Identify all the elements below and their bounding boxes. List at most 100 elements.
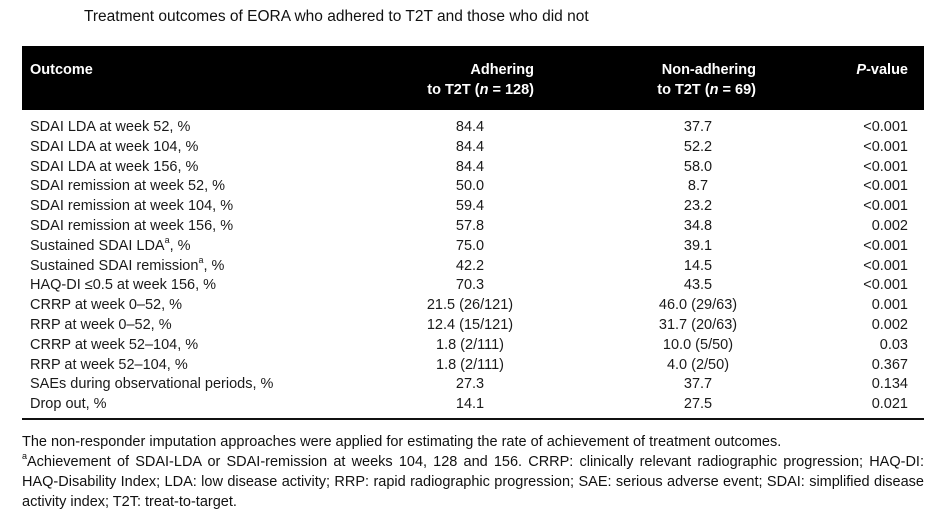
cell-nonadhering: 8.7 (687, 178, 709, 195)
cell-p-value: 0.021 (871, 396, 908, 413)
cell-p-value: 0.367 (871, 356, 908, 373)
cell-outcome: RRP at week 0–52, % (30, 316, 172, 336)
cell-nonadhering: 23.2 (683, 198, 713, 215)
table-row: Drop out, % 14.1 27.5 0.021 (22, 395, 924, 415)
table-row: SAEs during observational periods, % 27.3… (22, 375, 924, 395)
cell-p-value: <0.001 (863, 277, 908, 294)
cell-p-value: <0.001 (863, 237, 908, 254)
cell-adhering: 14.1 (455, 396, 485, 413)
header-adhering: Adhering to T2T (n = 128) (394, 60, 534, 100)
cell-p-value: <0.001 (863, 198, 908, 215)
cell-outcome: Drop out, % (30, 395, 107, 415)
table-body: SDAI LDA at week 52, % 84.4 37.7 <0.001 SDAI… (22, 118, 924, 415)
header-p-suffix: -value (866, 62, 908, 78)
cell-adhering: 1.8 (2/111) (436, 336, 504, 353)
table-bottom-rule (22, 418, 924, 420)
cell-p-value: 0.03 (879, 336, 908, 353)
cell-adhering: 84.4 (455, 158, 485, 175)
cell-nonadhering: 37.7 (683, 376, 713, 393)
cell-p-value: <0.001 (863, 138, 908, 155)
cell-nonadhering: 10.0 (5/50) (662, 336, 734, 353)
cell-nonadhering: 39.1 (683, 237, 713, 254)
cell-outcome: SDAI remission at week 156, % (30, 217, 233, 237)
footnote-line2: aAchievement of SDAI-LDA or SDAI-remissi… (22, 452, 924, 512)
cell-outcome: Sustained SDAI remissiona, % (30, 254, 225, 277)
cell-nonadhering: 46.0 (29/63) (658, 297, 738, 314)
outcome-text: CRRP at week 52–104, % (30, 336, 199, 353)
outcome-text: SDAI remission at week 52, % (30, 178, 226, 195)
cell-outcome: HAQ-DI ≤0.5 at week 156, % (30, 276, 216, 296)
table-row: SDAI remission at week 52, % 50.0 8.7 <0.00… (22, 177, 924, 197)
header-adhering-suffix: = 128) (488, 82, 534, 98)
outcome-text: RRP at week 52–104, % (30, 356, 188, 373)
outcome-text: Sustained SDAI remission (30, 257, 199, 274)
cell-outcome: SDAI remission at week 52, % (30, 177, 225, 197)
cell-nonadhering: 58.0 (683, 158, 713, 175)
cell-adhering: 70.3 (455, 277, 485, 294)
outcome-text: SDAI LDA at week 104, % (30, 138, 199, 155)
outcome-text: SDAI LDA at week 52, % (30, 119, 191, 135)
header-nonadhering-prefix: to T2T ( (657, 82, 710, 98)
table-row: SDAI remission at week 156, % 57.8 34.8 0.0… (22, 217, 924, 237)
cell-nonadhering: 37.7 (683, 119, 713, 135)
cell-nonadhering: 34.8 (683, 217, 713, 234)
table-row: RRP at week 0–52, % 12.4 (15/121) 31.7 (20… (22, 316, 924, 336)
cell-adhering: 59.4 (455, 198, 485, 215)
cell-p-value: 0.002 (871, 316, 908, 333)
header-adhering-prefix: to T2T ( (427, 82, 480, 98)
cell-outcome: SAEs during observational periods, % (30, 375, 273, 395)
cell-p-value: <0.001 (863, 178, 908, 195)
table-header: Outcome Adhering to T2T (n = 128) Non-ad… (22, 46, 924, 110)
outcome-text: HAQ-DI ≤0.5 at week 156, % (30, 277, 217, 294)
header-nonadhering: Non-adhering to T2T (n = 69) (614, 60, 756, 100)
table-row: RRP at week 52–104, % 1.8 (2/111) 4.0 (2/5… (22, 356, 924, 376)
cell-adhering: 75.0 (455, 237, 485, 254)
header-p-italic: P (856, 62, 867, 78)
cell-outcome: CRRP at week 0–52, % (30, 296, 182, 316)
header-nonadhering-line1: Non-adhering (661, 62, 756, 78)
header-nonadhering-n: n (709, 82, 719, 98)
outcome-tail: , % (203, 257, 225, 274)
header-nonadhering-suffix: = 69) (718, 82, 756, 98)
cell-nonadhering: 27.5 (683, 396, 713, 413)
outcome-text: Drop out, % (30, 396, 107, 413)
cell-adhering: 27.3 (455, 376, 485, 393)
cell-nonadhering: 43.5 (683, 277, 713, 294)
cell-nonadhering: 31.7 (20/63) (658, 316, 738, 333)
outcome-text: SAEs during observational periods, % (30, 376, 274, 393)
cell-outcome: SDAI LDA at week 52, % (30, 118, 190, 138)
header-outcome: Outcome (30, 62, 93, 78)
table-row: SDAI LDA at week 52, % 84.4 37.7 <0.001 (22, 118, 924, 138)
table-caption: Treatment outcomes of EORA who adhered t… (84, 8, 589, 25)
cell-p-value: 0.134 (871, 376, 908, 393)
table-row: SDAI remission at week 104, % 59.4 23.2 <0.… (22, 197, 924, 217)
cell-adhering: 21.5 (26/121) (426, 297, 514, 314)
table-row: SDAI LDA at week 156, % 84.4 58.0 <0.001 (22, 158, 924, 178)
outcome-sup: a (164, 234, 170, 245)
header-adhering-line1: Adhering (470, 62, 534, 78)
table-row: CRRP at week 0–52, % 21.5 (26/121) 46.0 (2… (22, 296, 924, 316)
outcome-tail: , % (169, 237, 191, 254)
cell-outcome: SDAI LDA at week 156, % (30, 158, 198, 178)
cell-p-value: <0.001 (863, 257, 908, 274)
cell-adhering: 84.4 (455, 138, 485, 155)
footnote-text: Achievement of SDAI-LDA or SDAI-remissio… (22, 454, 924, 510)
table-footnote: The non-responder imputation approaches … (22, 432, 924, 512)
cell-nonadhering: 14.5 (683, 257, 713, 274)
outcome-text: SDAI remission at week 104, % (30, 198, 234, 215)
cell-adhering: 42.2 (455, 257, 485, 274)
table-row: Sustained SDAI LDAa, % 75.0 39.1 <0.001 (22, 234, 924, 257)
cell-outcome: Sustained SDAI LDAa, % (30, 234, 191, 257)
cell-outcome: SDAI remission at week 104, % (30, 197, 233, 217)
table-row: HAQ-DI ≤0.5 at week 156, % 70.3 43.5 <0.001 (22, 276, 924, 296)
cell-p-value: 0.001 (871, 297, 908, 314)
header-adhering-n: n (479, 82, 489, 98)
footnote-line1: The non-responder imputation approaches … (22, 434, 782, 450)
header-p-value: P-value (856, 60, 908, 80)
cell-outcome: CRRP at week 52–104, % (30, 336, 198, 356)
outcome-text: RRP at week 0–52, % (30, 316, 172, 333)
cell-outcome: RRP at week 52–104, % (30, 356, 188, 376)
cell-adhering: 57.8 (455, 217, 485, 234)
outcome-sup: a (198, 254, 204, 265)
